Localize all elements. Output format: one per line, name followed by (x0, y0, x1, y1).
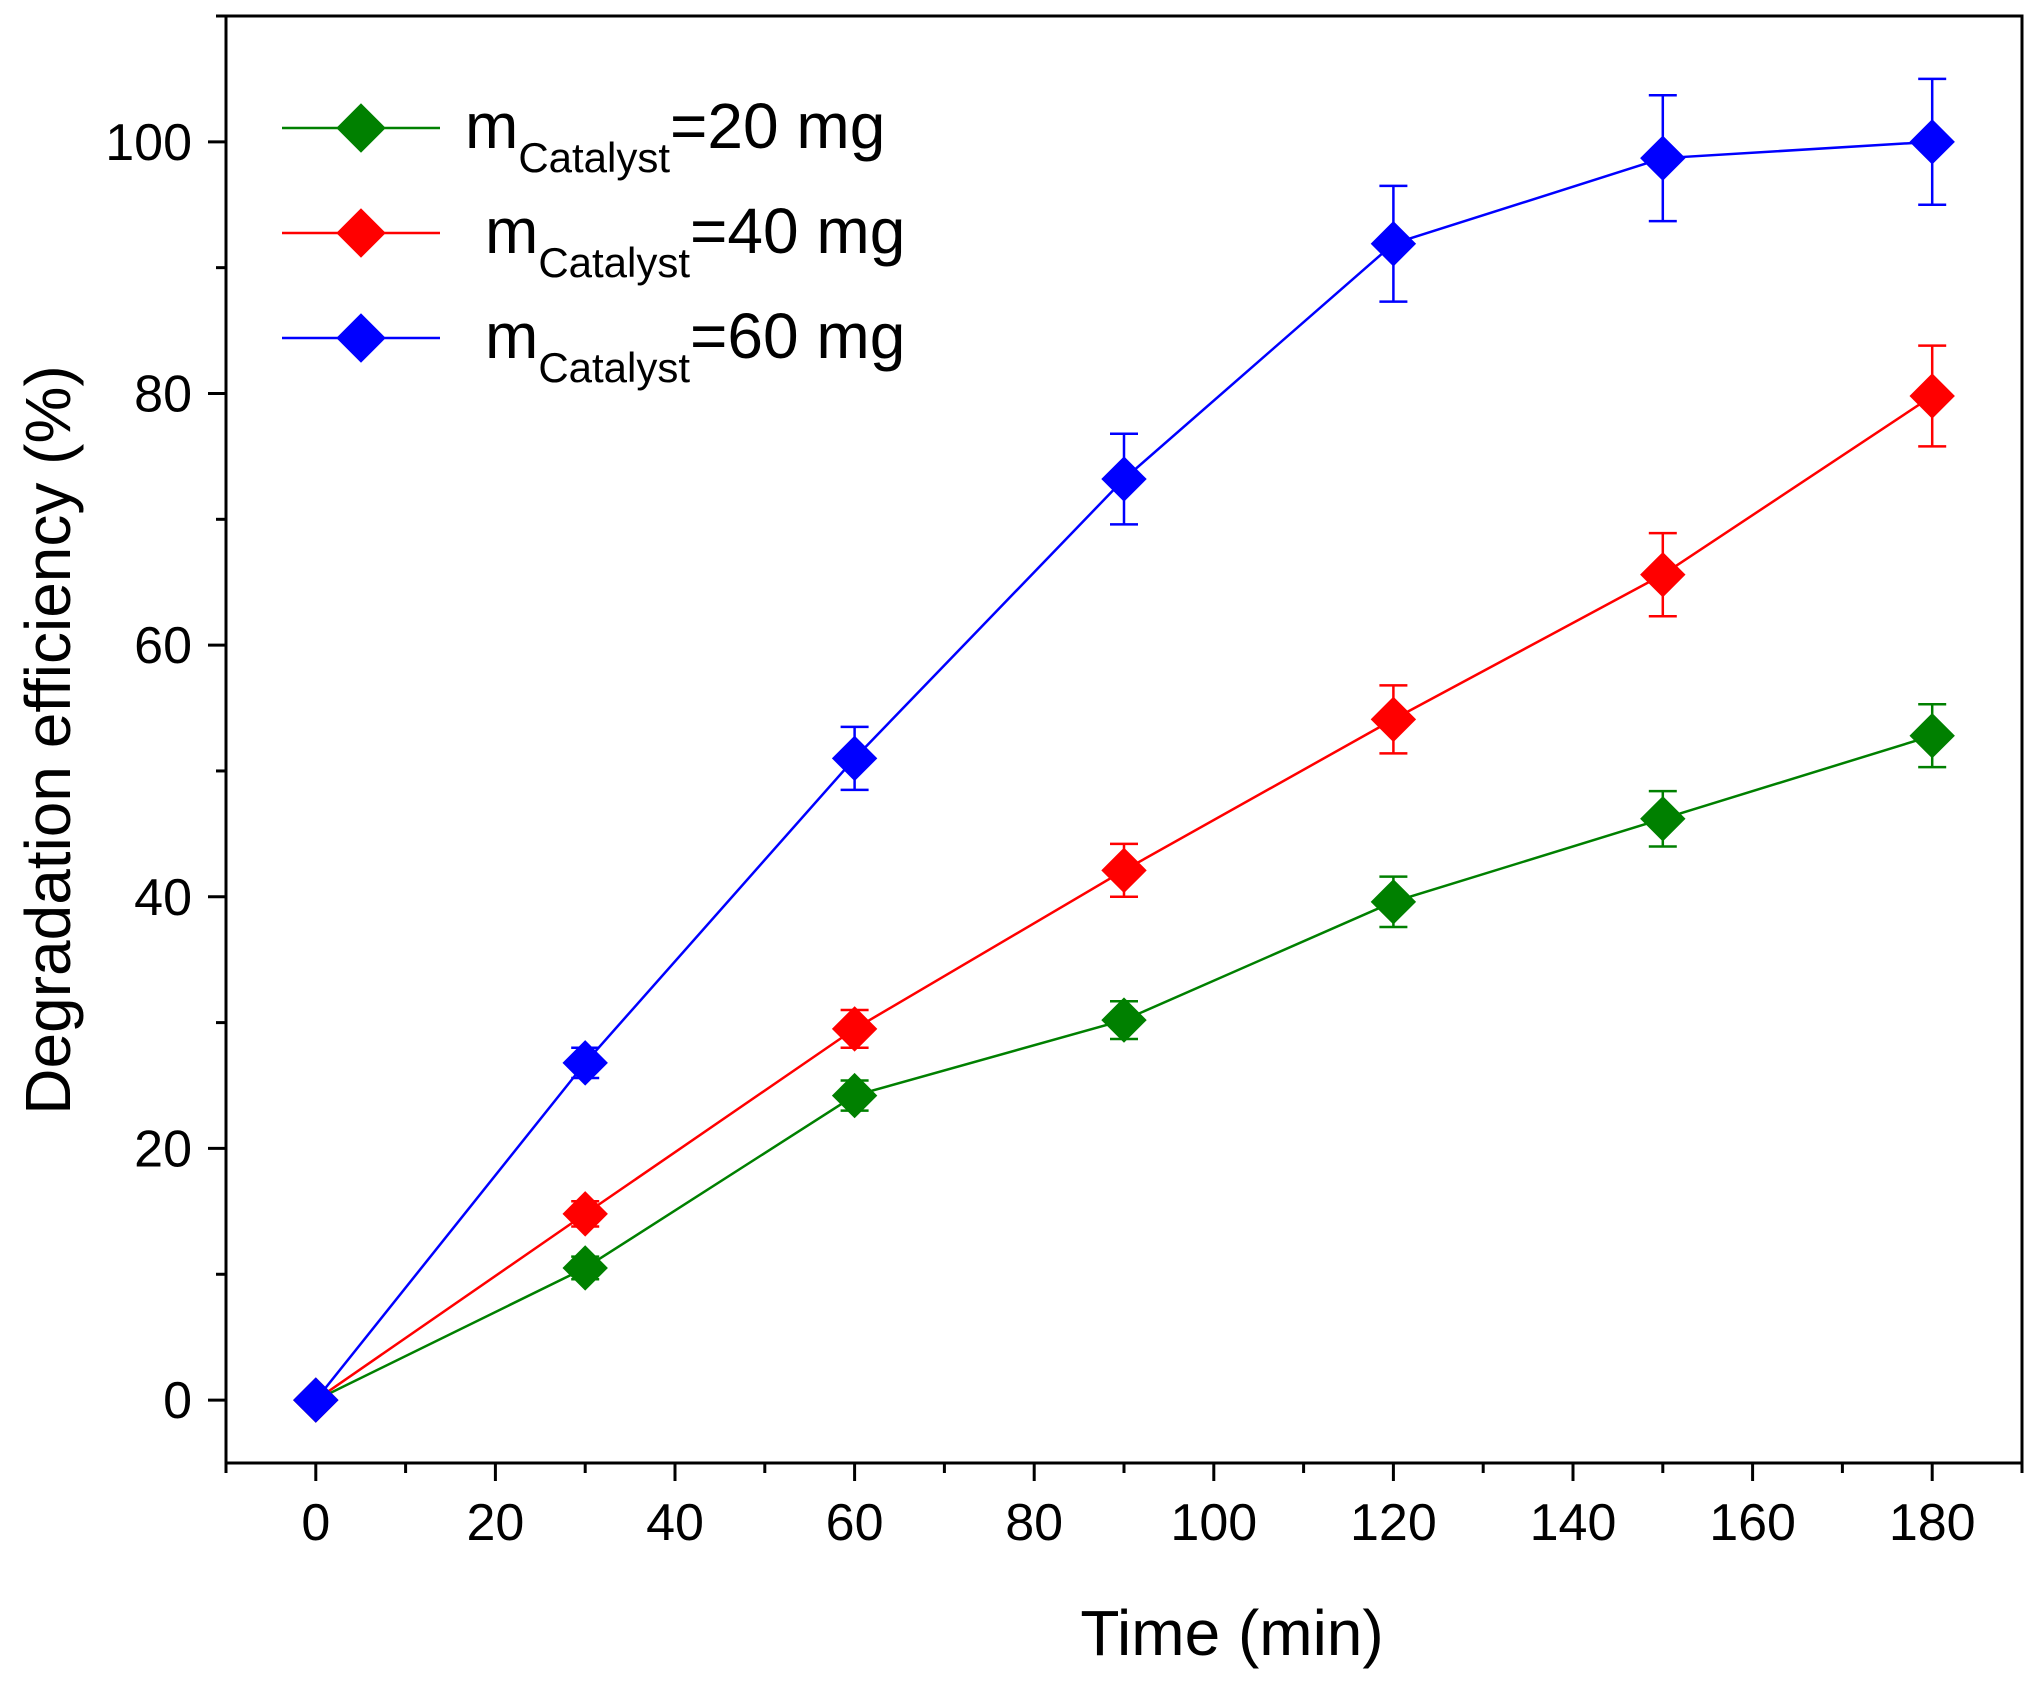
x-tick-label: 180 (1889, 1494, 1976, 1552)
data-point (1101, 847, 1147, 894)
legend-item-2: mCatalyst=40 mg (282, 195, 905, 286)
x-tick-label: 100 (1170, 1494, 1257, 1552)
series-3 (293, 77, 1955, 1423)
axes: 0 20 40 60 80 100 120 140 160 180 0 20 40 60 80 100 (105, 14, 2024, 1552)
y-tick-label: 60 (134, 617, 192, 675)
y-tick-label: 40 (134, 869, 192, 927)
data-point (1909, 119, 1955, 165)
data-point (831, 1072, 878, 1119)
data-point (1640, 551, 1686, 598)
x-tick-label: 140 (1530, 1494, 1617, 1552)
data-point (1101, 456, 1147, 502)
x-tick-label: 20 (466, 1494, 524, 1552)
legend-label-main: m (465, 90, 518, 162)
legend-label-main: m (485, 195, 538, 267)
x-tick-label: 60 (826, 1494, 884, 1552)
data-point (1640, 796, 1686, 842)
legend-label-subscript: Catalyst (538, 344, 690, 391)
y-tick-label: 0 (163, 1372, 192, 1430)
legend-label: mCatalyst=40 mg (485, 195, 905, 286)
data-point (293, 1377, 339, 1423)
x-tick-label: 80 (1005, 1494, 1063, 1552)
x-tick-label: 0 (301, 1494, 330, 1552)
legend-label: mCatalyst=20 mg (465, 90, 885, 181)
data-point (1370, 879, 1417, 925)
y-tick-label: 20 (134, 1120, 192, 1178)
data-point (1640, 135, 1686, 181)
legend-label-subscript: Catalyst (518, 134, 670, 181)
legend-label-rest: =20 mg (670, 90, 885, 162)
y-tick-label: 100 (105, 114, 192, 172)
data-point (1909, 373, 1955, 419)
data-point (1370, 221, 1417, 267)
data-point (831, 735, 878, 782)
data-point (562, 1191, 608, 1237)
x-axis-label: Time (min) (1080, 1597, 1383, 1669)
data-point (562, 1040, 608, 1086)
series-2 (293, 344, 1955, 1423)
legend-label-rest: =40 mg (690, 195, 905, 267)
legend-label-subscript: Catalyst (538, 239, 690, 286)
legend-label: mCatalyst=60 mg (485, 300, 905, 391)
series-group (293, 77, 1955, 1423)
x-tick-label: 160 (1709, 1494, 1796, 1552)
legend-marker (336, 313, 386, 363)
legend-label-main: m (485, 300, 538, 372)
x-tick-label: 120 (1350, 1494, 1437, 1552)
y-tick-label: 80 (134, 365, 192, 423)
legend-item-3: mCatalyst=60 mg (282, 300, 905, 391)
data-point (1370, 696, 1417, 743)
y-axis-label: Degradation efficiency (%) (12, 365, 84, 1114)
data-point (1101, 997, 1147, 1043)
data-point (831, 1006, 878, 1052)
legend-marker (336, 103, 386, 153)
legend-label-rest: =60 mg (690, 300, 905, 372)
x-tick-label: 40 (646, 1494, 704, 1552)
data-point (562, 1245, 608, 1291)
legend-item-1: mCatalyst=20 mg (282, 90, 885, 181)
legend-marker (336, 208, 386, 258)
data-point (1909, 713, 1955, 759)
